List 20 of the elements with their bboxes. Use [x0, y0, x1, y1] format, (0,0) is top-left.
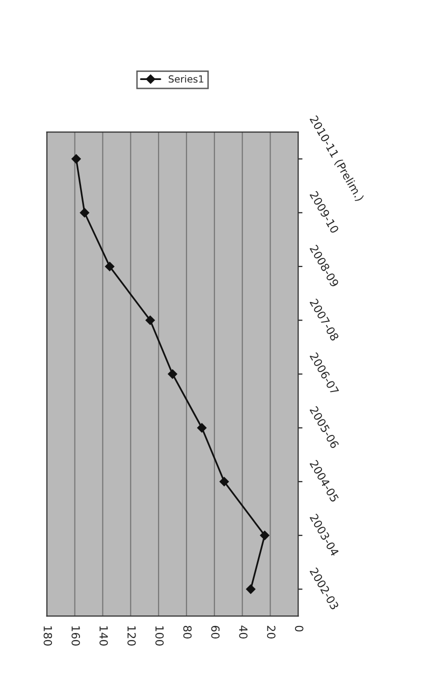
x-tick-label: 160 [72, 626, 80, 646]
point [246, 584, 256, 594]
x-tick-label: 100 [155, 626, 164, 646]
x-tick-label: 120 [127, 626, 136, 646]
x-tick-label: 80 [183, 626, 192, 638]
legend-label: Series1 [168, 75, 204, 83]
x-tick-label: 140 [99, 626, 108, 646]
x-tick-label: 180 [44, 626, 52, 646]
point [72, 154, 81, 164]
x-tick-label: 40 [239, 626, 248, 638]
point [146, 316, 155, 325]
point [260, 530, 270, 540]
point [197, 423, 206, 432]
point [168, 369, 178, 379]
x-tick-label: 60 [211, 626, 220, 638]
point [220, 476, 229, 486]
point [80, 208, 90, 218]
x-tick-label: 20 [267, 626, 276, 638]
point [105, 262, 114, 272]
x-tick-label: 0 [294, 626, 304, 632]
